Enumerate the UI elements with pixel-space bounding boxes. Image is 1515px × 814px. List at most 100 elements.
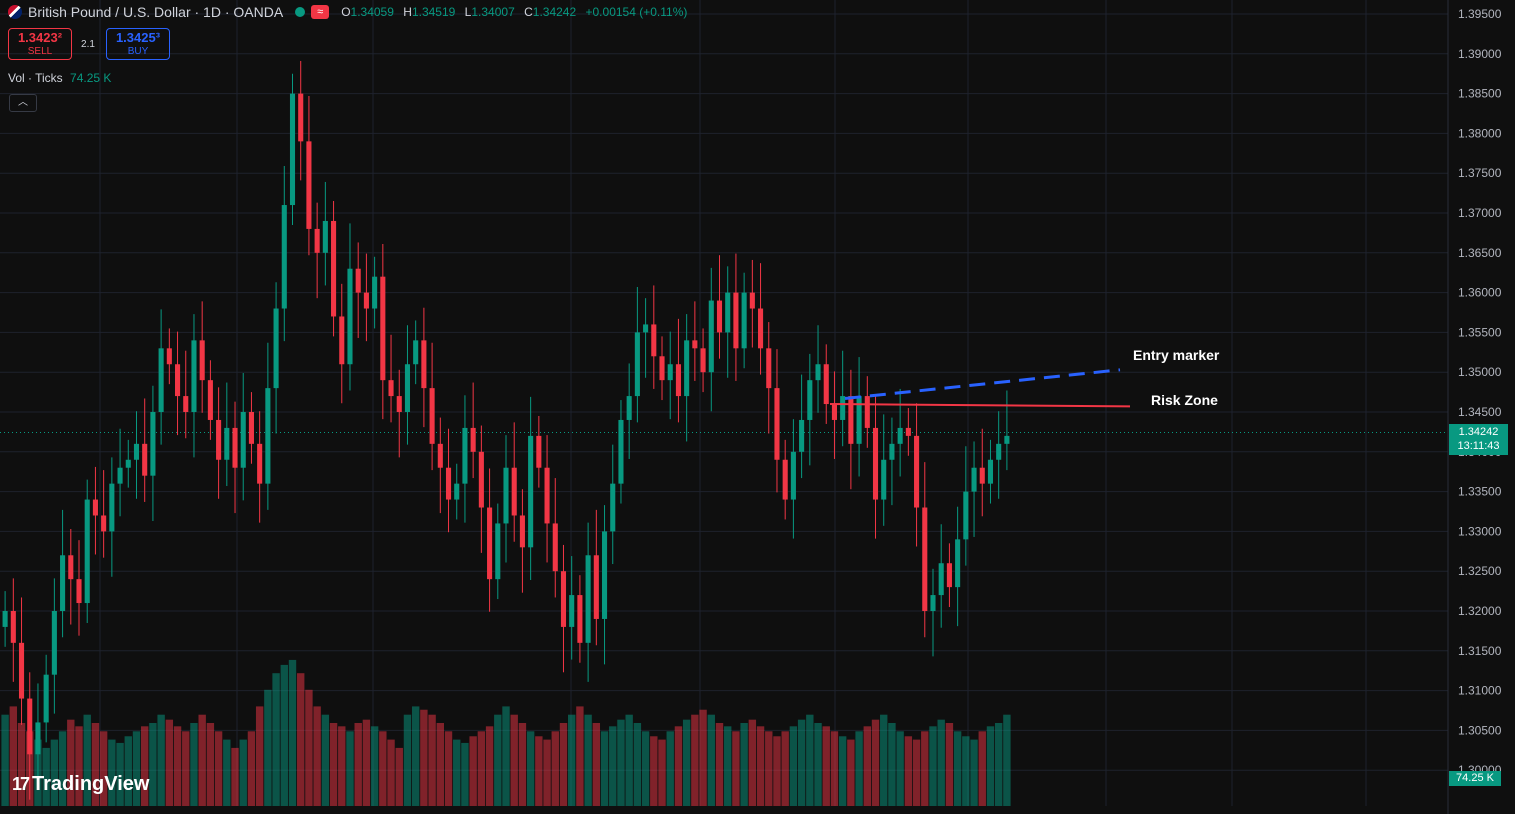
candle-body bbox=[667, 364, 673, 381]
candle-body bbox=[478, 451, 484, 508]
candle-body bbox=[51, 611, 57, 675]
candle-body bbox=[643, 324, 649, 333]
buy-button[interactable]: 1.3425³ BUY bbox=[106, 28, 170, 60]
candle-body bbox=[109, 483, 115, 532]
volume-bar bbox=[814, 723, 822, 806]
volume-bar bbox=[338, 726, 346, 806]
candle-body bbox=[1004, 435, 1010, 444]
candle-body bbox=[848, 396, 854, 444]
candle-body bbox=[240, 412, 246, 468]
drawings bbox=[829, 368, 1131, 408]
candles bbox=[2, 60, 1010, 800]
candle-body bbox=[511, 467, 517, 516]
volume-bar bbox=[978, 731, 986, 806]
candle-body bbox=[495, 523, 501, 580]
collapse-legend-button[interactable]: ︿ bbox=[9, 94, 37, 112]
volume-bar bbox=[617, 719, 625, 806]
candle-body bbox=[881, 459, 887, 500]
volume-bar bbox=[650, 736, 658, 806]
candle-body bbox=[733, 292, 739, 349]
candle-body bbox=[519, 515, 525, 548]
volume-bar bbox=[379, 731, 387, 806]
ohlc-values: O1.34059 H1.34519 L1.34007 C1.34242 +0.0… bbox=[341, 5, 688, 19]
volume-bar bbox=[75, 726, 83, 806]
candle-body bbox=[363, 292, 369, 309]
y-tick-label: 1.31000 bbox=[1458, 684, 1502, 698]
candle-body bbox=[987, 459, 994, 484]
volume-bar bbox=[740, 723, 748, 806]
y-tick-label: 1.37500 bbox=[1458, 166, 1502, 180]
candle-body bbox=[216, 419, 222, 460]
candle-body bbox=[963, 491, 969, 540]
volume-bar bbox=[116, 742, 124, 806]
candle-body bbox=[790, 451, 796, 500]
candle-body bbox=[339, 316, 345, 365]
candle-body bbox=[10, 611, 16, 643]
candle-body bbox=[659, 356, 665, 381]
y-tick-label: 1.32500 bbox=[1458, 564, 1502, 578]
candle-body bbox=[675, 364, 681, 397]
candle-body bbox=[273, 308, 279, 389]
volume-bar bbox=[962, 736, 970, 806]
volume-bar bbox=[108, 739, 116, 806]
candle-body bbox=[125, 459, 131, 468]
candle-body bbox=[117, 467, 123, 484]
volume-bar bbox=[912, 739, 921, 806]
volume-value: 74.25 K bbox=[70, 71, 112, 85]
volume-bar bbox=[970, 739, 978, 806]
volume-bar bbox=[822, 726, 830, 806]
volume-bar bbox=[469, 736, 477, 806]
volume-bar bbox=[461, 742, 469, 806]
candle-body bbox=[76, 579, 82, 604]
candle-body bbox=[946, 563, 952, 588]
volume-bar bbox=[904, 736, 913, 806]
y-tick-label: 1.38500 bbox=[1458, 87, 1502, 101]
y-tick-label: 1.30500 bbox=[1458, 723, 1502, 737]
tradingview-logo[interactable]: 17 TradingView bbox=[12, 773, 150, 795]
candle-body bbox=[585, 555, 591, 643]
entry-marker-line bbox=[844, 368, 1121, 400]
volume-bar bbox=[198, 714, 206, 806]
volume-bar bbox=[206, 723, 215, 806]
candle-body bbox=[207, 380, 213, 420]
candle-body bbox=[60, 555, 66, 611]
candle-body bbox=[905, 427, 911, 436]
candle-body bbox=[43, 674, 49, 723]
volume-bar bbox=[165, 719, 174, 806]
volume-bar bbox=[313, 706, 321, 806]
volume-bar bbox=[888, 723, 896, 806]
candle-body bbox=[396, 396, 402, 412]
y-tick-label: 1.35000 bbox=[1458, 365, 1502, 379]
volume-bar bbox=[329, 723, 338, 806]
candle-body bbox=[766, 348, 772, 389]
volume-bar bbox=[9, 706, 18, 806]
volume-bar bbox=[453, 739, 461, 806]
volume-bar bbox=[239, 739, 247, 806]
volume-bar bbox=[403, 714, 412, 806]
candle-body bbox=[897, 427, 903, 444]
candle-body bbox=[314, 228, 320, 253]
volume-bar bbox=[773, 736, 781, 806]
candle-body bbox=[930, 595, 936, 611]
volume-bar bbox=[724, 726, 732, 806]
sell-button[interactable]: 1.3423² SELL bbox=[8, 28, 72, 60]
volume-bar bbox=[502, 706, 510, 806]
candle-body bbox=[864, 396, 870, 428]
symbol-title[interactable]: British Pound / U.S. Dollar · 1D · OANDA bbox=[28, 4, 284, 20]
wave-icon[interactable]: ≈ bbox=[311, 5, 330, 19]
entry-marker-label: Entry marker bbox=[1133, 347, 1220, 363]
candle-body bbox=[470, 427, 476, 452]
candle-body bbox=[536, 435, 542, 468]
candle-body bbox=[725, 292, 731, 333]
volume-bar bbox=[255, 706, 264, 806]
volume-bar bbox=[91, 723, 100, 806]
candle-body bbox=[298, 93, 304, 142]
candle-body bbox=[454, 483, 460, 500]
candle-body bbox=[922, 507, 928, 611]
tradingview-logo-icon: 17 bbox=[12, 774, 30, 794]
candle-body bbox=[142, 443, 148, 476]
candle-body bbox=[248, 412, 254, 444]
volume-bar bbox=[272, 673, 280, 806]
candle-body bbox=[618, 419, 624, 484]
